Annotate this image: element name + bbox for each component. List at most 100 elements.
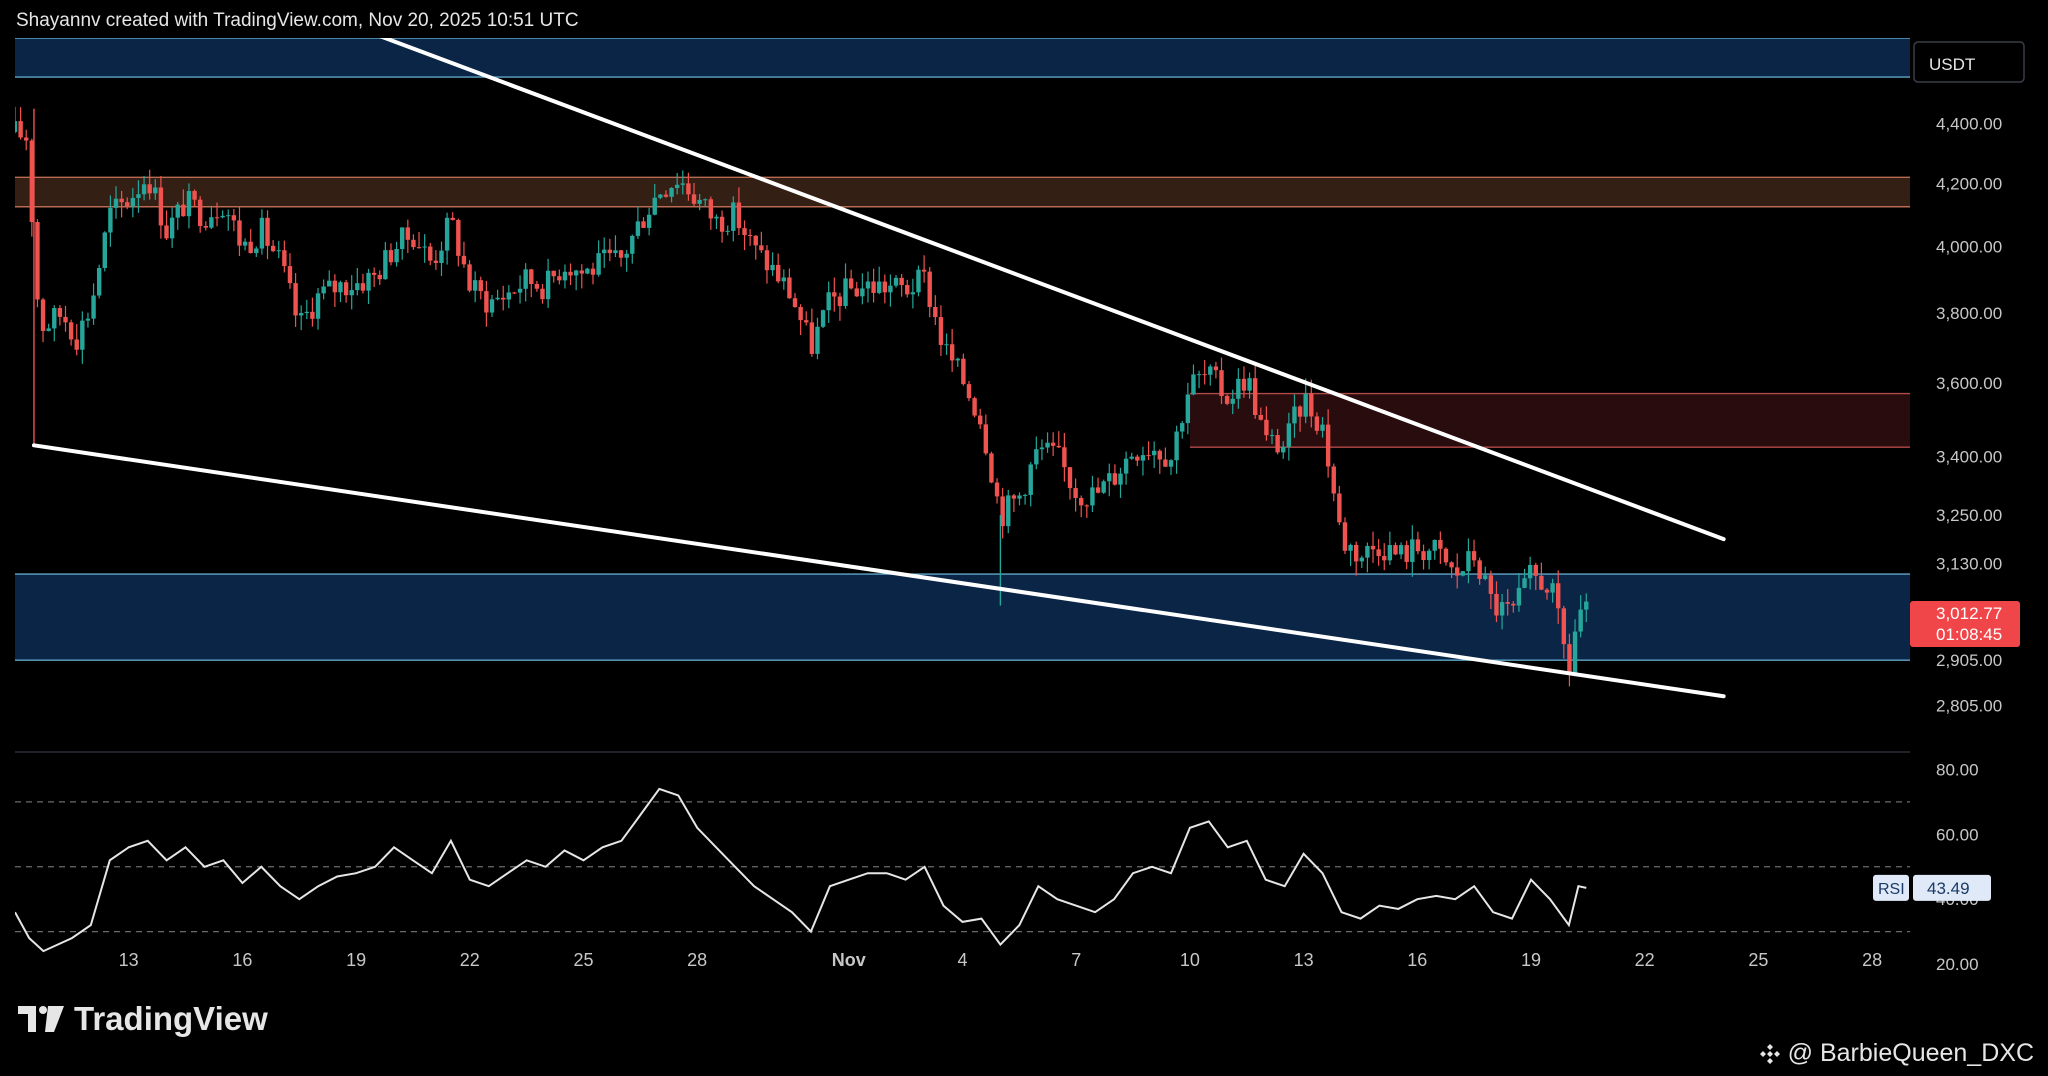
candle-body bbox=[837, 296, 843, 307]
candle-body bbox=[1056, 445, 1061, 448]
candle-body bbox=[74, 339, 79, 350]
candle-body bbox=[978, 415, 983, 425]
candle-body bbox=[1292, 406, 1297, 424]
candle-body bbox=[1151, 450, 1157, 456]
price-tick-label: 2,905.00 bbox=[1936, 651, 2002, 670]
candle-body bbox=[1157, 450, 1162, 460]
candle-body bbox=[1353, 544, 1359, 562]
candle-body bbox=[366, 272, 371, 291]
binance-diamond-icon bbox=[1759, 1043, 1780, 1064]
candle-body bbox=[394, 248, 399, 263]
rsi-value-tag[interactable] bbox=[1913, 874, 1991, 901]
candle-body bbox=[725, 230, 730, 232]
candle-body bbox=[613, 250, 618, 254]
candle-body bbox=[517, 288, 523, 293]
date-tick-label: 13 bbox=[1294, 950, 1314, 970]
candle-body bbox=[1337, 493, 1342, 523]
candle-body bbox=[1331, 466, 1336, 494]
candle-body bbox=[1432, 540, 1437, 551]
candle-body bbox=[1539, 575, 1544, 590]
candle-body bbox=[1297, 406, 1303, 417]
candle-body bbox=[1084, 505, 1090, 507]
candle-body bbox=[635, 221, 641, 236]
candle-body bbox=[1314, 416, 1320, 431]
countdown-label: 01:08:45 bbox=[1936, 625, 2002, 644]
candle-body bbox=[540, 288, 545, 300]
candle-body bbox=[1455, 567, 1460, 576]
price-axis-bg bbox=[1910, 38, 2033, 990]
chart-attribution: Shayannv created with TradingView.com, N… bbox=[16, 10, 579, 31]
candle-body bbox=[590, 268, 596, 275]
candle-body bbox=[955, 358, 960, 361]
candle-body bbox=[1219, 370, 1224, 397]
candle-body bbox=[456, 220, 461, 256]
candle-body bbox=[753, 235, 758, 246]
candle-body bbox=[1011, 495, 1017, 499]
candle-body bbox=[1511, 603, 1516, 606]
candle-body bbox=[759, 245, 764, 251]
candle-body bbox=[1202, 374, 1207, 376]
candle-body bbox=[12, 121, 18, 133]
candle-body bbox=[315, 293, 321, 319]
candle-body bbox=[1527, 564, 1533, 579]
candle-body bbox=[1000, 496, 1005, 527]
candle-body bbox=[1376, 549, 1381, 557]
candle-body bbox=[719, 216, 725, 232]
price-tick-label: 3,250.00 bbox=[1936, 506, 2002, 525]
candle-body bbox=[1022, 494, 1028, 496]
candle-body bbox=[377, 274, 382, 280]
tradingview-brand[interactable]: TradingView bbox=[18, 1000, 268, 1038]
candle-body bbox=[905, 285, 910, 295]
candle-body bbox=[1028, 464, 1033, 495]
candle-body bbox=[523, 269, 528, 289]
candle-body bbox=[697, 199, 702, 204]
date-tick-label: 16 bbox=[232, 950, 252, 970]
upper-trendline[interactable] bbox=[368, 30, 1726, 542]
candle-body bbox=[658, 194, 663, 198]
candle-body bbox=[169, 217, 175, 239]
candle-body bbox=[96, 268, 102, 296]
candle-body bbox=[501, 297, 506, 300]
candle-body bbox=[35, 222, 40, 300]
lower-trendline[interactable] bbox=[31, 443, 1726, 699]
currency-box[interactable] bbox=[1913, 41, 2025, 83]
candle-body bbox=[1494, 593, 1499, 616]
price-tick-label: 3,600.00 bbox=[1936, 374, 2002, 393]
price-tick-label: 3,130.00 bbox=[1936, 555, 2002, 574]
candle-body bbox=[1415, 539, 1421, 552]
candle-body bbox=[343, 282, 349, 296]
candle-body bbox=[781, 277, 787, 282]
chart-area[interactable]: USDT 4,400.00 4,200.00 4,000.00 3,800.00 3,60… bbox=[12, 30, 2033, 990]
candle-body bbox=[557, 276, 562, 281]
candle-body bbox=[478, 280, 483, 292]
candle-body bbox=[472, 280, 478, 291]
candle-body bbox=[1438, 540, 1443, 549]
candle-body bbox=[1191, 374, 1196, 395]
candle-body bbox=[461, 255, 467, 265]
candle-body bbox=[1168, 460, 1174, 467]
candle-body bbox=[1017, 495, 1022, 499]
price-chart[interactable]: USDT 4,400.00 4,200.00 4,000.00 3,800.00 3,60… bbox=[12, 30, 2033, 990]
candle-body bbox=[798, 307, 803, 321]
candle-body bbox=[203, 225, 208, 228]
candle-body bbox=[265, 217, 270, 246]
candle-body bbox=[1320, 424, 1325, 431]
candle-body bbox=[1252, 378, 1258, 416]
rsi-name-tag[interactable] bbox=[1873, 874, 1909, 901]
candle-body bbox=[630, 235, 635, 254]
candle-body bbox=[854, 288, 859, 297]
candle-body bbox=[433, 260, 439, 263]
candle-body bbox=[1404, 545, 1409, 562]
candle-body bbox=[703, 199, 708, 201]
candle-body bbox=[242, 241, 248, 246]
candle-body bbox=[141, 184, 147, 195]
candle-body bbox=[1421, 551, 1426, 561]
candle-body bbox=[1382, 556, 1387, 561]
candle-body bbox=[1550, 583, 1555, 593]
candle-body bbox=[708, 199, 714, 219]
candle-body bbox=[820, 310, 826, 327]
last-price-tag[interactable] bbox=[1910, 601, 2020, 648]
candle-body bbox=[332, 280, 338, 293]
candle-body bbox=[562, 271, 568, 281]
candle-body bbox=[1208, 366, 1213, 375]
